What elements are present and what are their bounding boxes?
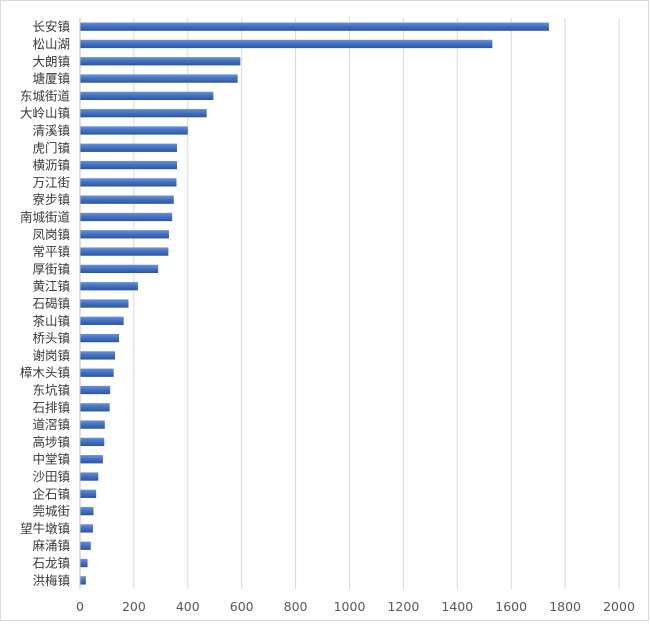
bar <box>80 455 103 464</box>
x-tick-label: 600 <box>230 599 254 614</box>
bar <box>80 333 120 343</box>
category-label: 沙田镇 <box>32 469 70 484</box>
category-label: 樟木头镇 <box>20 365 70 380</box>
category-label: 凤岗镇 <box>32 227 70 242</box>
bar <box>80 160 178 170</box>
bar <box>80 178 177 187</box>
bar <box>80 558 88 568</box>
category-label: 石碣镇 <box>32 296 70 311</box>
category-label: 莞城街 <box>32 504 70 519</box>
bar <box>80 299 129 308</box>
x-tick-label: 1800 <box>549 599 581 614</box>
bars <box>80 22 549 585</box>
category-label: 南城街道 <box>20 209 71 224</box>
category-label: 黄江镇 <box>32 279 70 294</box>
category-label: 谢岗镇 <box>32 348 70 363</box>
bar <box>80 385 111 395</box>
bar <box>80 437 105 447</box>
x-tick-label: 400 <box>176 599 200 614</box>
category-label: 石排镇 <box>32 400 70 415</box>
bar <box>80 91 214 101</box>
category-label: 横沥镇 <box>32 158 70 173</box>
bar <box>80 126 188 135</box>
bar <box>80 247 169 256</box>
x-tick-label: 1400 <box>441 599 473 614</box>
category-label: 中堂镇 <box>32 452 70 467</box>
x-tick-label: 2000 <box>603 599 635 614</box>
bar <box>80 541 91 550</box>
category-label: 清溪镇 <box>32 123 70 138</box>
category-label: 麻涌镇 <box>32 538 70 553</box>
bar <box>80 489 97 498</box>
bar <box>80 212 173 222</box>
bar <box>80 282 138 291</box>
category-label: 道滘镇 <box>32 417 70 432</box>
bar <box>80 39 493 49</box>
x-tick-label: 800 <box>284 599 308 614</box>
x-tick-label: 1200 <box>387 599 419 614</box>
gridlines <box>79 18 620 589</box>
category-label: 桥头镇 <box>32 331 70 346</box>
category-label: 石龙镇 <box>32 556 70 571</box>
category-label: 塘厦镇 <box>32 71 70 86</box>
bar <box>80 22 549 31</box>
bar <box>80 351 116 360</box>
category-label: 虎门镇 <box>32 140 70 155</box>
category-label: 常平镇 <box>32 244 70 259</box>
category-label: 东坑镇 <box>32 383 70 398</box>
category-label: 望牛墩镇 <box>20 521 70 536</box>
category-label: 茶山镇 <box>32 313 70 328</box>
bar <box>80 264 159 274</box>
category-label: 松山湖 <box>32 36 70 51</box>
category-label: 大岭山镇 <box>20 106 70 121</box>
bar <box>80 506 94 516</box>
x-tick-label: 200 <box>122 599 146 614</box>
category-label: 高埗镇 <box>32 434 70 449</box>
category-label: 寮步镇 <box>32 192 70 207</box>
category-label: 东城街道 <box>20 88 71 103</box>
bar <box>80 368 114 377</box>
x-tick-label: 1000 <box>334 599 366 614</box>
bar <box>80 230 169 239</box>
bar <box>80 316 124 325</box>
bar <box>80 403 110 412</box>
bar <box>80 195 174 204</box>
category-labels: 长安镇松山湖大朗镇塘厦镇东城街道大岭山镇清溪镇虎门镇横沥镇万江街寮步镇南城街道凤… <box>20 19 71 588</box>
category-label: 洪梅镇 <box>32 573 70 588</box>
bar <box>80 57 241 66</box>
x-tick-label: 1600 <box>495 599 527 614</box>
category-label: 企石镇 <box>32 486 70 501</box>
bar <box>80 74 238 83</box>
bar <box>80 109 207 118</box>
bar <box>80 472 99 481</box>
bar <box>80 576 86 585</box>
bar <box>80 143 178 152</box>
x-tick-label: 0 <box>76 599 84 614</box>
x-tick-labels: 0 200 400 600 800 1000 1200 1400 1600 1800 2000 <box>76 599 635 614</box>
category-label: 厚街镇 <box>32 261 70 276</box>
category-label: 万江街 <box>32 175 70 190</box>
category-label: 大朗镇 <box>32 54 70 69</box>
bar <box>80 420 105 429</box>
category-label: 长安镇 <box>32 19 70 34</box>
bar <box>80 524 93 533</box>
